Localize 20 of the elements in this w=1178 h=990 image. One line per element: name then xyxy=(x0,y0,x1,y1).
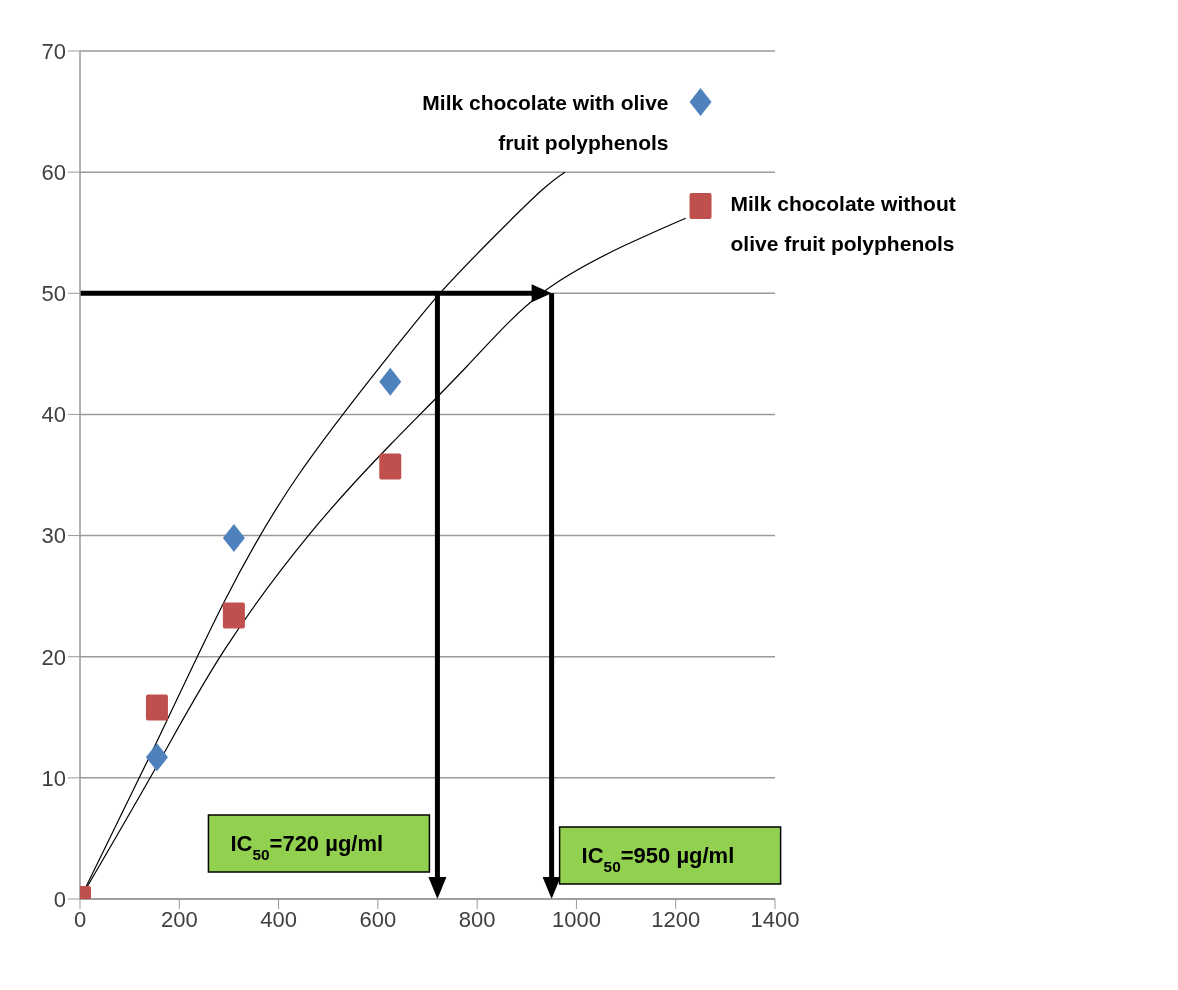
x-tick-label: 400 xyxy=(260,906,297,932)
y-tick-label: 10 xyxy=(41,765,66,791)
y-tick-label: 60 xyxy=(41,159,66,185)
x-tick-label: 0 xyxy=(73,906,87,932)
series-label: Milk chocolate without olive fruit polyphenols xyxy=(730,192,956,256)
y-tick-label: 20 xyxy=(41,644,66,670)
series-label: Milk chocolate with olive fruit polyphenols xyxy=(422,90,669,154)
x-tick-label: 1400 xyxy=(750,906,800,932)
y-tick-label: 0 xyxy=(53,886,66,912)
x-tick-label: 800 xyxy=(458,906,496,932)
y-tick-label: 30 xyxy=(41,523,66,549)
y-tick-label: 70 xyxy=(41,38,66,64)
y-tick-label: 40 xyxy=(41,402,66,428)
y-tick-label: 50 xyxy=(41,281,66,307)
x-tick-label: 600 xyxy=(359,906,397,932)
x-tick-label: 1000 xyxy=(551,906,601,932)
ref-line-label: IC$_{50}$=950 µg/ml xyxy=(581,843,735,875)
ref-line-label: IC$_{50}$=720 µg/ml xyxy=(230,831,384,863)
x-tick-label: 1200 xyxy=(651,906,701,932)
x-tick-label: 200 xyxy=(160,906,198,932)
